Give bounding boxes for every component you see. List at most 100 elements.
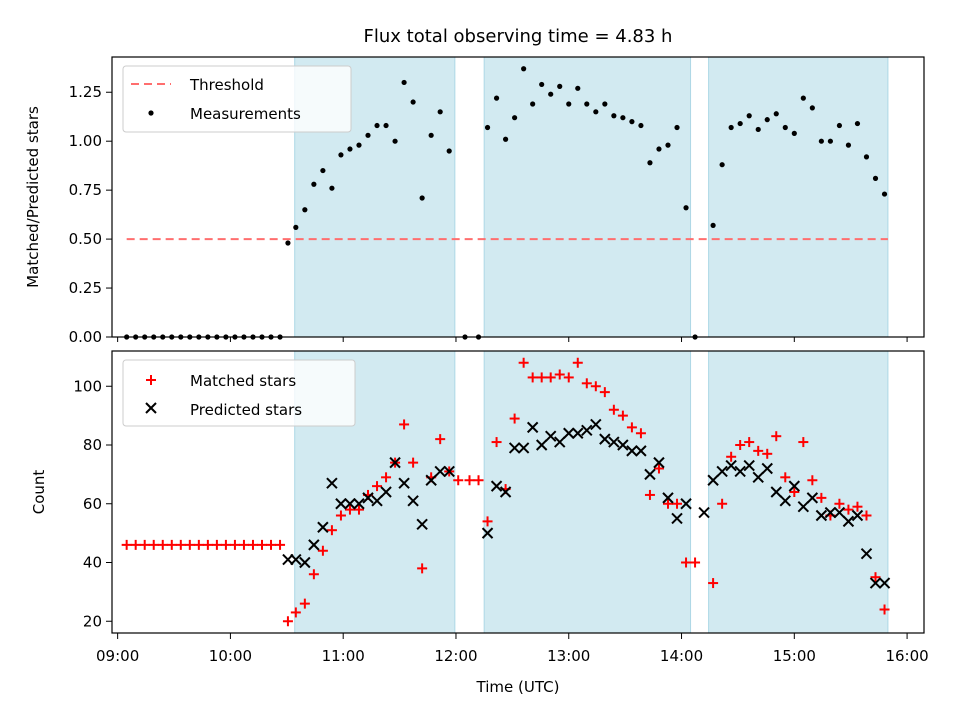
matched-star-point — [563, 372, 574, 383]
top-legend-box — [122, 65, 352, 133]
predicted-star-point — [290, 553, 302, 566]
matched-star-point — [308, 569, 319, 580]
top-shading — [294, 56, 889, 338]
x-tick-label: 13:00 — [547, 647, 590, 665]
predicted-star-point — [608, 436, 620, 448]
predicted-star-point — [680, 498, 692, 510]
measurement-point — [791, 130, 797, 136]
predicted-star-point — [752, 471, 764, 484]
predicted-star-point — [425, 474, 437, 486]
matched-star-point — [789, 487, 800, 497]
bottom-y-tick-label: 60 — [83, 495, 102, 513]
top-y-tick-label: 0.75 — [69, 181, 102, 199]
matched-star-point — [662, 498, 673, 509]
predicted-star-point — [362, 492, 374, 504]
legend-measurements-label: Measurements — [190, 105, 301, 123]
matched-star-point — [148, 539, 159, 550]
measurement-point — [719, 162, 725, 168]
legend-matched-label: Matched stars — [190, 372, 296, 390]
measurement-point — [493, 95, 500, 101]
matched-star-point — [717, 498, 728, 509]
measurement-point — [809, 105, 815, 111]
matched-star-point — [744, 437, 755, 448]
predicted-star-point — [335, 498, 347, 510]
measurement-point — [338, 152, 344, 158]
predicted-star-point — [743, 459, 755, 472]
measurement-point — [674, 124, 680, 131]
predicted-star-point — [788, 480, 801, 492]
matched-star-point — [608, 404, 619, 415]
matched-star-point — [681, 557, 692, 568]
x-tick-label: 12:00 — [434, 647, 477, 665]
predicted-star-point — [407, 495, 419, 507]
measurement-point — [428, 132, 434, 138]
matched-star-point — [220, 539, 231, 550]
predicted-star-point — [824, 506, 837, 519]
matched-star-point — [266, 539, 277, 550]
matched-star-point — [527, 372, 538, 383]
matched-star-point — [464, 475, 475, 486]
measurement-point — [611, 113, 617, 119]
matched-star-point — [417, 563, 428, 574]
measurement-point — [293, 224, 299, 230]
matched-star-point — [157, 539, 168, 550]
predicted-star-point — [526, 421, 539, 434]
measurement-point — [593, 109, 599, 115]
measurement-point — [437, 109, 443, 115]
measurement-point — [728, 124, 734, 131]
chart-title: Flux total observing time = 4.83 h — [364, 26, 673, 47]
matched-star-point — [238, 539, 249, 550]
top-y-axis-label: Matched/Predicted stars — [24, 106, 42, 288]
matched-star-point — [139, 539, 150, 550]
bottom-y-tick-label: 40 — [83, 554, 102, 572]
measurement-point — [656, 146, 662, 152]
matched-star-point — [184, 539, 195, 550]
measurement-point — [302, 207, 308, 213]
top-x-ticks — [117, 337, 908, 342]
measurement-point — [836, 122, 843, 129]
matched-star-point — [690, 557, 701, 568]
matched-star-point — [843, 504, 854, 515]
top-y-tick-label: 0.50 — [69, 230, 102, 248]
predicted-star-point — [761, 462, 773, 475]
measurement-point — [484, 124, 491, 131]
top-y-tick-label: 0.00 — [69, 328, 102, 346]
measurement-point — [782, 124, 788, 131]
predicted-star-point — [554, 436, 566, 448]
predicted-star-point — [572, 427, 584, 439]
predicted-star-point — [815, 509, 828, 522]
legend-predicted-label: Predicted stars — [190, 401, 302, 419]
measurement-point — [872, 175, 879, 181]
matched-star-point — [771, 431, 782, 442]
predicted-star-point — [398, 477, 410, 489]
bottom-y-axis-label: Count — [30, 470, 48, 515]
predicted-star-point — [299, 556, 311, 569]
predicted-star-point — [662, 492, 674, 504]
bottom-matched-points — [121, 357, 890, 627]
measurement-point — [566, 101, 572, 107]
bottom-legend: Matched stars Predicted stars — [122, 359, 356, 427]
x-tick-label: 11:00 — [322, 647, 365, 665]
predicted-star-point — [517, 442, 530, 454]
predicted-star-point — [326, 477, 338, 489]
matched-star-point — [202, 539, 213, 550]
bottom-x-ticks: 09:00 10:00 11:00 12:00 13:00 14:00 15:00 16:00 — [96, 633, 929, 665]
measurement-point — [818, 138, 824, 144]
measurement-point — [854, 120, 861, 127]
predicted-star-point — [535, 439, 548, 451]
measurement-point — [710, 222, 716, 228]
predicted-star-point — [389, 456, 401, 469]
predicted-star-point — [317, 521, 329, 533]
measurement-point — [638, 122, 644, 129]
matched-star-point — [708, 578, 719, 589]
matched-star-point — [572, 357, 583, 368]
matched-star-point — [509, 413, 520, 424]
predicted-star-point — [344, 498, 356, 510]
top-y-ticks: 0.00 0.25 0.50 0.75 1.00 1.25 — [69, 83, 112, 346]
matched-star-point — [626, 422, 637, 433]
top-y-tick-label: 1.25 — [69, 83, 102, 101]
predicted-star-point — [644, 468, 656, 481]
matched-star-point — [166, 539, 177, 550]
predicted-star-point — [626, 445, 638, 457]
